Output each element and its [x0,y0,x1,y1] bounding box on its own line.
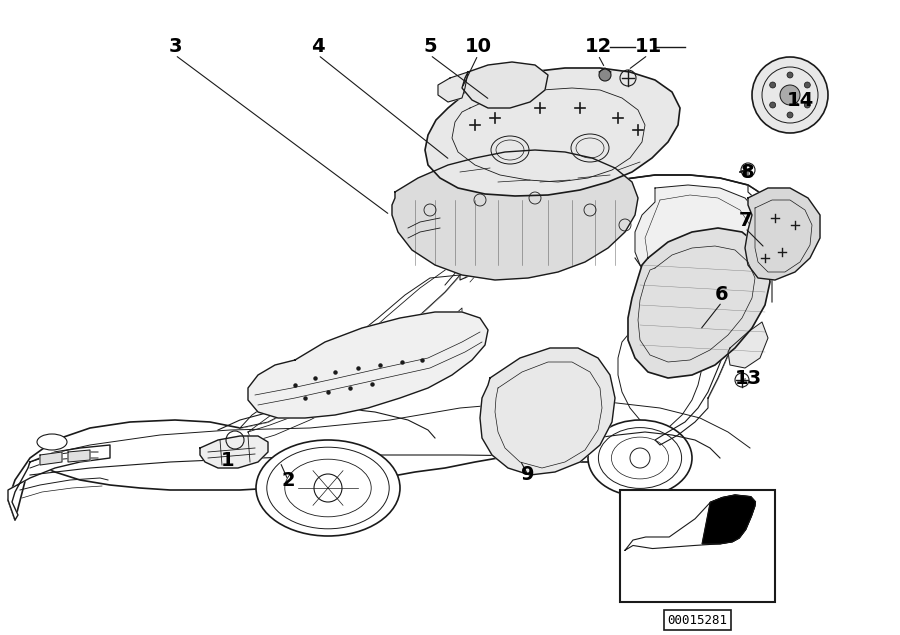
Text: 5: 5 [423,37,436,57]
Ellipse shape [37,434,67,450]
Circle shape [787,72,793,78]
Polygon shape [745,188,820,280]
Text: 14: 14 [787,91,814,109]
Circle shape [770,102,776,108]
Bar [620,490,775,602]
Polygon shape [460,218,540,280]
Circle shape [805,82,810,88]
Text: 11: 11 [634,37,662,57]
Polygon shape [248,308,462,442]
Polygon shape [655,185,775,445]
Circle shape [752,57,828,133]
Ellipse shape [588,420,692,496]
Text: 10: 10 [464,37,491,57]
Polygon shape [608,318,702,455]
Polygon shape [480,348,615,475]
Polygon shape [625,495,755,551]
Polygon shape [438,72,468,102]
Text: 8: 8 [742,163,755,182]
Circle shape [630,448,650,468]
Text: 6: 6 [716,286,729,305]
Circle shape [787,112,793,118]
Polygon shape [628,228,770,378]
Polygon shape [40,452,62,465]
Polygon shape [200,436,268,468]
Polygon shape [635,185,760,285]
Circle shape [599,69,611,81]
Polygon shape [68,450,90,462]
Circle shape [770,82,776,88]
Polygon shape [8,445,110,520]
Polygon shape [8,175,775,520]
Polygon shape [425,68,680,196]
Polygon shape [462,62,548,108]
Polygon shape [240,275,460,428]
Circle shape [780,85,800,105]
Polygon shape [702,495,755,544]
Text: 4: 4 [311,37,325,57]
Text: 3: 3 [168,37,182,57]
Polygon shape [248,312,488,418]
Circle shape [805,102,810,108]
Text: 12: 12 [584,37,612,57]
Text: 1: 1 [221,450,235,469]
Text: 9: 9 [521,465,535,485]
Polygon shape [728,322,768,368]
Ellipse shape [256,440,400,536]
Text: 13: 13 [734,368,761,387]
Polygon shape [392,150,638,280]
Circle shape [314,474,342,502]
Text: 2: 2 [281,471,295,490]
Text: 7: 7 [738,210,752,229]
Text: 00015281: 00015281 [668,613,727,627]
